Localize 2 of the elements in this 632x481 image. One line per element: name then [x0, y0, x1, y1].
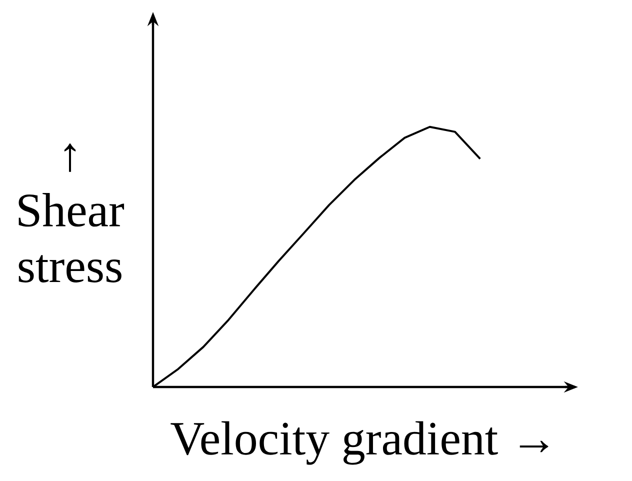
y-axis-title: ↑ Shear stress — [18, 144, 124, 282]
x-axis-title: Velocity gradient → — [170, 421, 548, 465]
